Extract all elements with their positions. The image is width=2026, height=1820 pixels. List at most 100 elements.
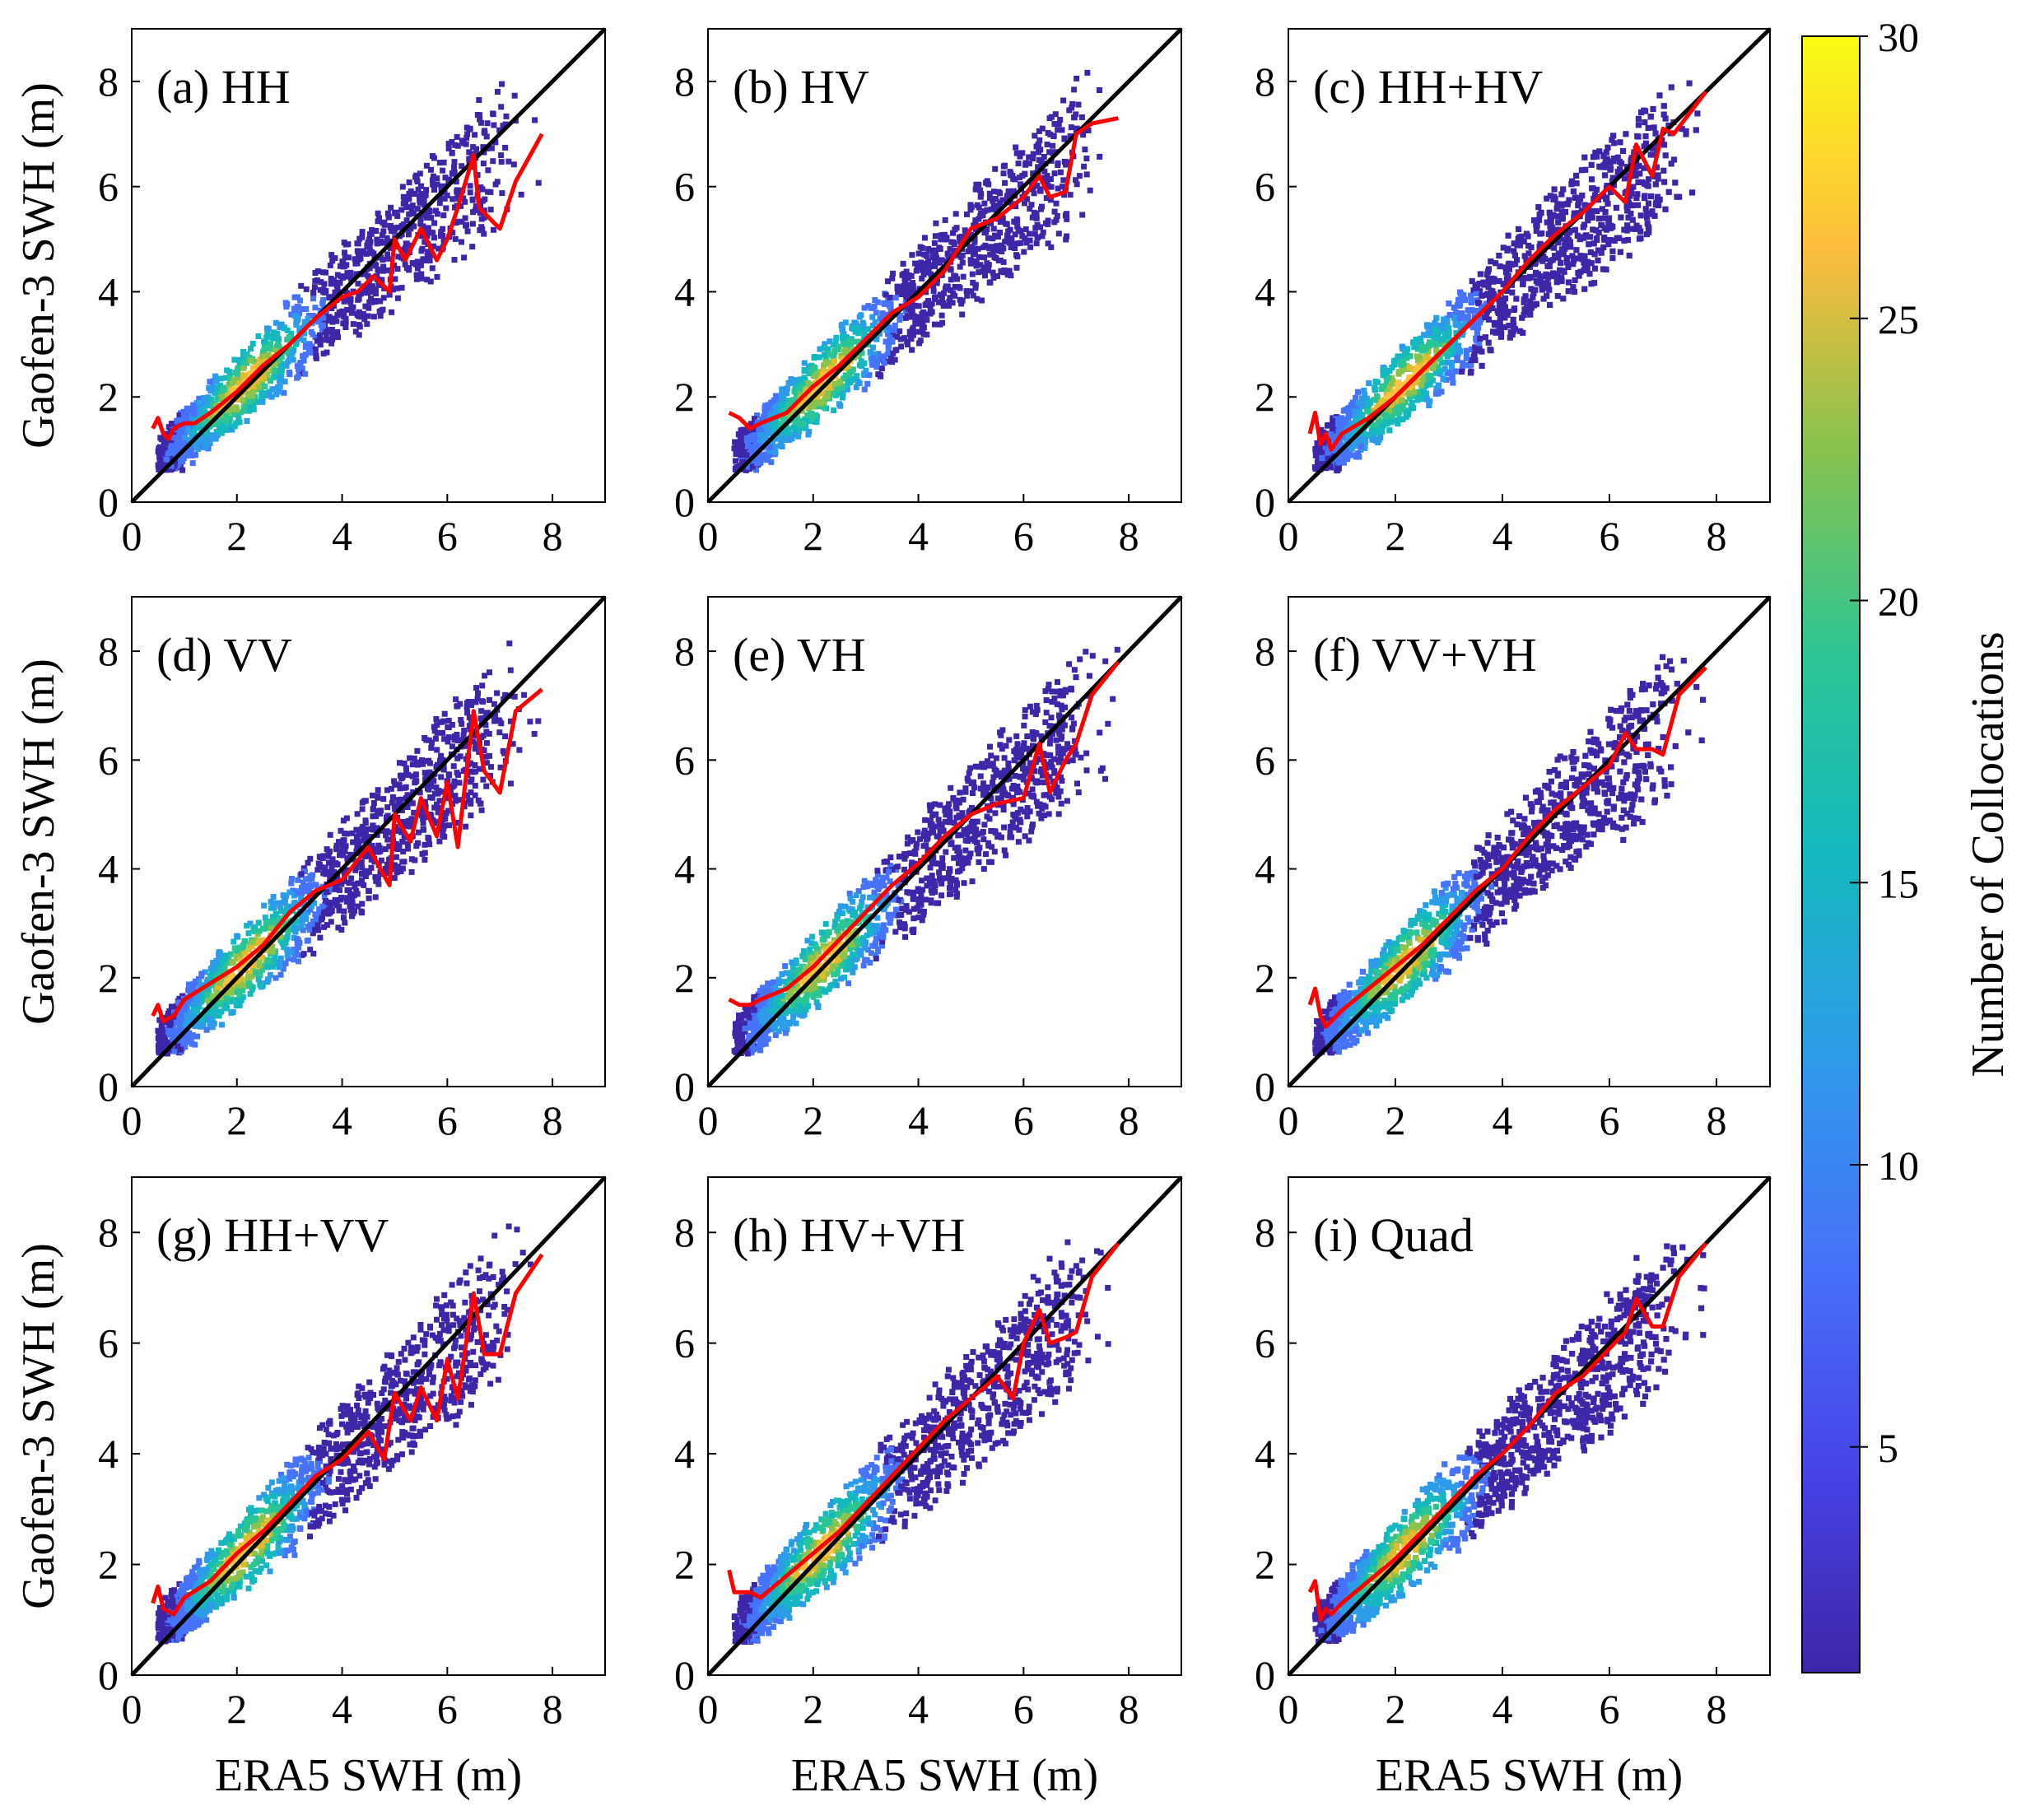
density-cell bbox=[767, 411, 774, 417]
density-cell bbox=[1600, 244, 1607, 251]
y-tick-label: 6 bbox=[1255, 164, 1275, 210]
density-cell bbox=[1035, 143, 1041, 150]
density-cell bbox=[779, 444, 785, 449]
density-cell bbox=[796, 428, 803, 435]
density-cell bbox=[168, 448, 175, 454]
density-cell bbox=[1018, 181, 1024, 188]
density-cell bbox=[1646, 176, 1652, 183]
x-tick-label: 6 bbox=[1013, 513, 1034, 559]
density-cell bbox=[889, 275, 896, 282]
density-cell bbox=[362, 817, 369, 824]
density-cell bbox=[836, 343, 842, 350]
density-cell bbox=[1629, 216, 1636, 223]
density-cell bbox=[743, 449, 749, 455]
density-cell bbox=[360, 823, 366, 830]
density-cell bbox=[1436, 322, 1442, 328]
density-cell bbox=[1348, 402, 1355, 408]
density-cell bbox=[1516, 234, 1523, 240]
density-cell bbox=[1616, 158, 1623, 165]
density-cell bbox=[449, 196, 456, 202]
density-cell bbox=[948, 287, 954, 294]
density-cell bbox=[1585, 258, 1591, 265]
density-cell bbox=[1511, 248, 1517, 254]
density-cell bbox=[816, 354, 822, 361]
density-cell bbox=[441, 710, 448, 717]
density-cell bbox=[1661, 179, 1668, 185]
density-cell bbox=[920, 328, 926, 335]
density-cell bbox=[175, 435, 181, 442]
density-cell bbox=[1377, 434, 1384, 441]
density-cell bbox=[219, 395, 226, 402]
density-cell bbox=[1446, 325, 1452, 332]
density-cell bbox=[352, 256, 358, 263]
density-cell bbox=[863, 367, 869, 374]
density-cell bbox=[326, 899, 333, 905]
density-cell bbox=[1477, 271, 1483, 277]
density-cell bbox=[1060, 184, 1065, 190]
density-cell bbox=[882, 300, 888, 307]
density-cell bbox=[205, 432, 212, 439]
density-cell bbox=[495, 89, 501, 95]
density-cell bbox=[1374, 404, 1381, 411]
density-cell bbox=[980, 268, 985, 275]
density-cell bbox=[931, 247, 938, 254]
density-cell bbox=[397, 785, 403, 792]
density-cell bbox=[907, 302, 913, 309]
density-cell bbox=[1455, 300, 1462, 307]
density-cell bbox=[339, 308, 346, 314]
density-cells bbox=[1311, 80, 1701, 474]
density-cell bbox=[499, 81, 505, 87]
density-cell bbox=[365, 272, 371, 279]
density-cell bbox=[1635, 133, 1642, 140]
density-cell bbox=[437, 195, 444, 201]
density-cell bbox=[1002, 239, 1008, 245]
density-cell bbox=[1069, 105, 1075, 111]
density-cell bbox=[875, 356, 882, 362]
density-cell bbox=[1555, 219, 1562, 226]
density-cell bbox=[373, 228, 380, 234]
density-cell bbox=[1596, 148, 1603, 155]
density-cell bbox=[839, 394, 845, 401]
density-cell bbox=[874, 299, 881, 305]
density-cell bbox=[339, 258, 346, 265]
density-cell bbox=[300, 337, 307, 343]
density-cell bbox=[236, 357, 243, 364]
density-cell bbox=[262, 391, 268, 398]
density-cell bbox=[391, 228, 398, 235]
density-cell bbox=[869, 344, 876, 351]
density-cell bbox=[422, 239, 428, 245]
density-cell bbox=[178, 434, 184, 440]
density-cell bbox=[354, 260, 361, 267]
density-cell bbox=[1472, 344, 1479, 351]
density-cell bbox=[422, 192, 429, 198]
density-cell bbox=[1015, 161, 1022, 167]
density-cell bbox=[1033, 210, 1040, 216]
density-cell bbox=[423, 187, 430, 193]
density-cell bbox=[488, 145, 495, 151]
density-cell bbox=[1432, 327, 1439, 333]
density-cell bbox=[1440, 375, 1446, 383]
density-cell bbox=[359, 827, 366, 834]
density-cell bbox=[413, 272, 420, 278]
density-cell bbox=[372, 894, 379, 901]
density-cell bbox=[299, 365, 305, 372]
density-cell bbox=[494, 690, 501, 696]
density-cell bbox=[766, 428, 772, 435]
density-cell bbox=[249, 964, 256, 971]
density-cell bbox=[772, 407, 779, 414]
density-cell bbox=[1660, 167, 1667, 174]
density-cell bbox=[784, 402, 790, 408]
density-cell bbox=[1554, 213, 1561, 220]
density-cell bbox=[418, 271, 425, 277]
density-cell bbox=[361, 882, 367, 888]
density-cell bbox=[1489, 275, 1496, 282]
density-cell bbox=[1373, 430, 1380, 436]
density-cell bbox=[284, 301, 291, 308]
density-cell bbox=[303, 305, 310, 312]
density-cell bbox=[366, 282, 372, 289]
density-cell bbox=[361, 248, 366, 254]
density-cell bbox=[1046, 149, 1053, 156]
density-cell bbox=[467, 189, 473, 196]
density-cell bbox=[168, 443, 175, 449]
